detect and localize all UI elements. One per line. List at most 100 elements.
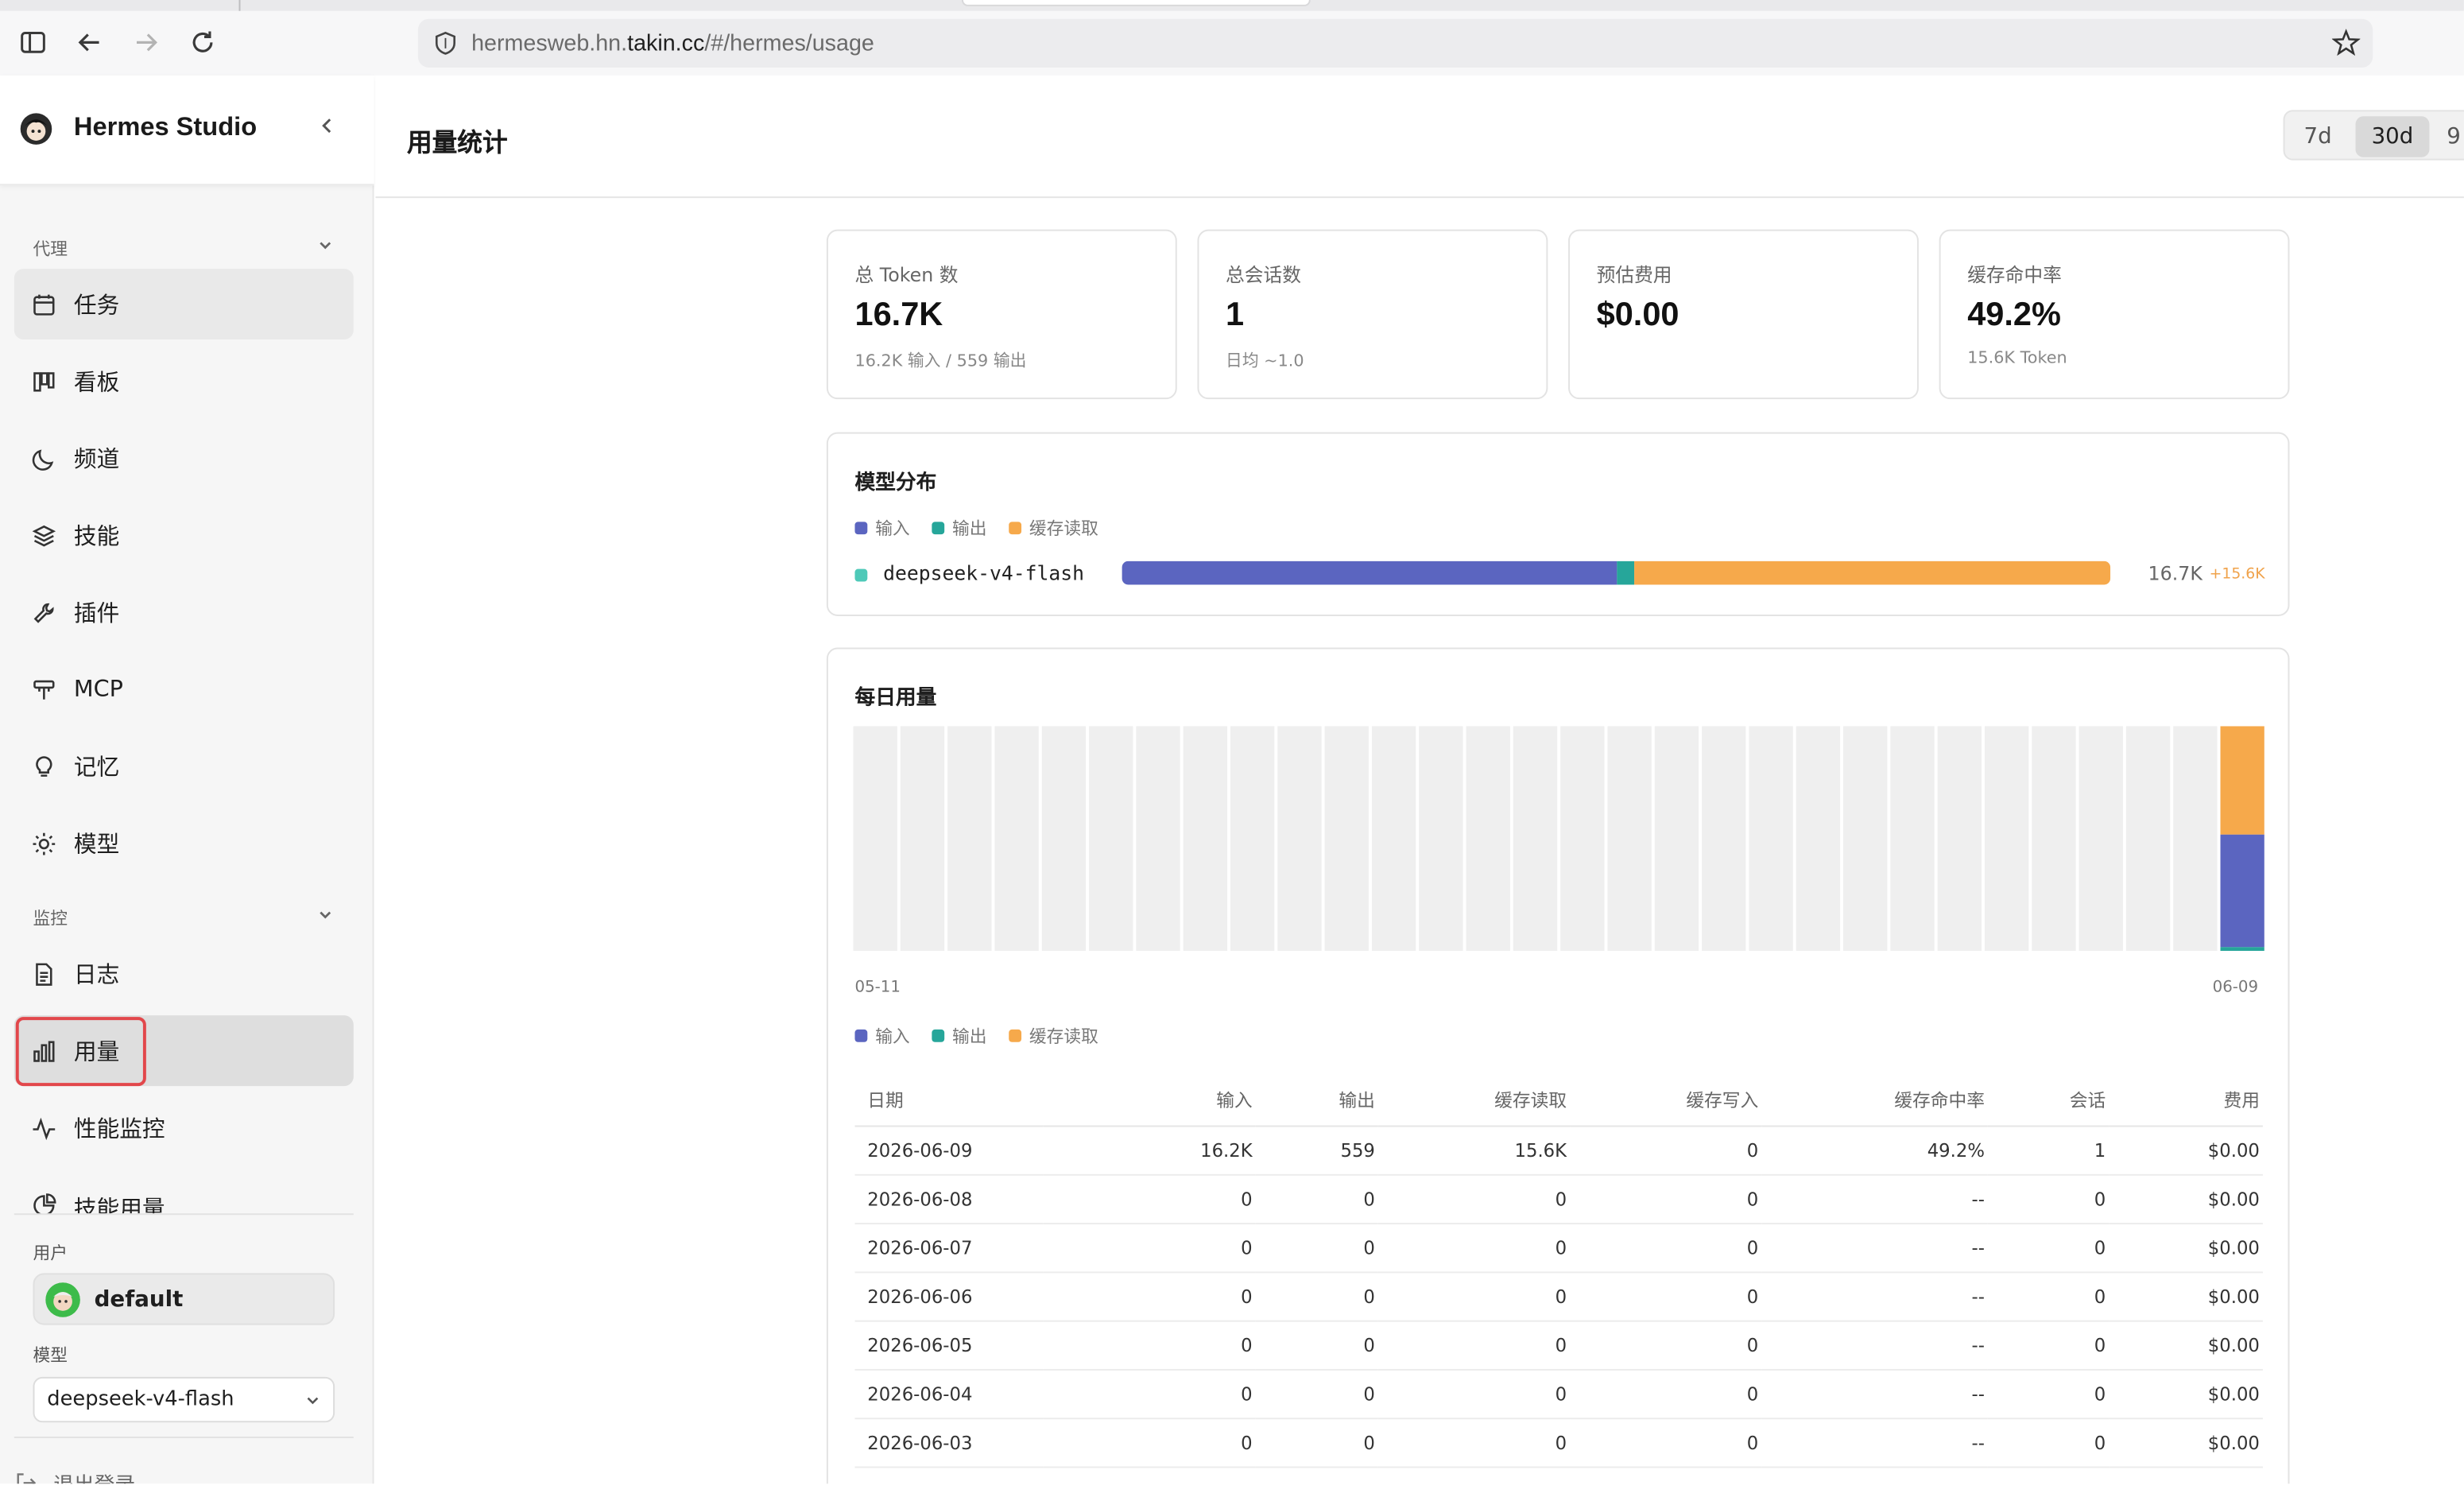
logout-button[interactable]: 退出登录 <box>14 1468 135 1484</box>
cell-cache-read: 0 <box>1377 1223 1571 1273</box>
day-bar-bg <box>900 726 945 952</box>
model-bar-output <box>1617 560 1634 585</box>
cell-cache-read: 0 <box>1377 1368 1571 1419</box>
cell-input: 0 <box>1043 1173 1256 1224</box>
day-bar-output[interactable] <box>2220 947 2264 952</box>
col-header-cache-write[interactable]: 缓存写入 <box>1570 1076 1762 1127</box>
col-header-input[interactable]: 输入 <box>1043 1076 1256 1127</box>
col-header-output[interactable]: 输出 <box>1255 1076 1378 1127</box>
cell-output: 0 <box>1255 1320 1378 1370</box>
legend-swatch <box>854 1029 868 1042</box>
col-header-sessions[interactable]: 会话 <box>1987 1076 2110 1127</box>
cell-cache-write: 0 <box>1570 1466 1762 1484</box>
sidebar-item-tasks[interactable]: 任务 <box>14 269 354 340</box>
day-bar-bg <box>1607 726 1652 952</box>
page-title: 用量统计 <box>407 127 508 157</box>
cell-cache-write: 0 <box>1570 1320 1762 1370</box>
cell-input: 0 <box>1043 1368 1256 1419</box>
cell-date: 2026-06-06 <box>854 1271 1044 1321</box>
sidebar-item-kanban[interactable]: 看板 <box>14 346 354 417</box>
cell-sessions: 0 <box>1987 1173 2110 1224</box>
day-bar-bg <box>1371 726 1416 952</box>
sidebar-item-logs[interactable]: 日志 <box>14 938 354 1009</box>
model-usage-bar <box>1122 560 2111 585</box>
tab-separator <box>238 0 241 11</box>
sidebar-item-channels[interactable]: 频道 <box>14 423 354 494</box>
day-bar-cache[interactable] <box>2220 726 2264 835</box>
sidebar-item-label: 看板 <box>73 370 120 397</box>
forward-icon[interactable] <box>127 24 165 61</box>
day-bar-bg <box>1937 726 1982 952</box>
model-bar-cache <box>1633 560 2111 585</box>
day-bar-bg <box>1419 726 1463 952</box>
model-color-dot <box>854 568 868 582</box>
legend: 输入 输出 缓存读取 <box>854 515 1120 541</box>
cell-cache-read: 0 <box>1377 1320 1571 1370</box>
table-header-row: 日期 输入 输出 缓存读取 缓存写入 缓存命中率 会话 费用 <box>854 1076 2263 1127</box>
address-bar[interactable]: hermesweb.hn.takin.cc/#/hermes/usage <box>417 18 2373 68</box>
legend-swatch <box>932 522 945 535</box>
back-icon[interactable] <box>71 24 108 61</box>
cell-output: 0 <box>1255 1223 1378 1273</box>
sidebar-item-label: 技能用量 <box>73 1197 165 1214</box>
range-30d-button[interactable]: 30d <box>2355 116 2430 157</box>
day-bar-input[interactable] <box>2220 834 2264 948</box>
col-header-cost[interactable]: 费用 <box>2109 1076 2263 1127</box>
day-bar-bg <box>853 726 897 952</box>
model-distribution-card: 模型分布 输入 输出 缓存读取 deepseek-v4-flash 16.7K … <box>826 432 2290 616</box>
activity-icon <box>33 1116 56 1140</box>
sidebar-item-usage[interactable]: 用量 <box>14 1015 354 1087</box>
chevron-down-icon[interactable] <box>314 235 336 257</box>
range-90d-button[interactable]: 9 <box>2447 124 2461 149</box>
sidebar-toggle-icon[interactable] <box>14 24 52 61</box>
sidebar-item-performance[interactable]: 性能监控 <box>14 1092 354 1163</box>
table-row: 2026-06-03 0 0 0 0 -- 0 $0.00 <box>854 1418 2263 1468</box>
brand-name: Hermes Studio <box>73 113 258 142</box>
active-tab[interactable] <box>961 0 1311 6</box>
cell-cost: $0.00 <box>2109 1418 2263 1468</box>
range-7d-button[interactable]: 7d <box>2303 124 2332 149</box>
divider <box>14 1436 354 1438</box>
sidebar-item-plugins[interactable]: 插件 <box>14 577 354 648</box>
avatar <box>45 1282 80 1317</box>
col-header-date[interactable]: 日期 <box>854 1076 1044 1127</box>
stat-label: 预估费用 <box>1596 264 1672 286</box>
day-bar-bg <box>1702 726 1746 952</box>
cell-sessions: 0 <box>1987 1320 2110 1370</box>
sidebar-item-models[interactable]: 模型 <box>14 808 354 878</box>
hermes-logo-icon <box>20 113 52 145</box>
model-select[interactable]: deepseek-v4-flash <box>33 1376 335 1423</box>
legend-label: 输出 <box>952 1026 987 1047</box>
user-selector[interactable]: default <box>33 1273 335 1325</box>
legend-swatch <box>1009 1029 1022 1042</box>
sidebar-item-skill-usage[interactable]: 技能用量 <box>14 1169 354 1214</box>
sidebar-item-skills[interactable]: 技能 <box>14 500 354 571</box>
shield-icon[interactable] <box>431 29 459 58</box>
collapse-sidebar-icon[interactable] <box>314 113 339 138</box>
sidebar-item-mcp[interactable]: MCP <box>14 654 354 724</box>
col-header-cache-hit-rate[interactable]: 缓存命中率 <box>1761 1076 1988 1127</box>
sidebar-item-memory[interactable]: 记忆 <box>14 731 354 801</box>
day-bar-bg <box>1277 726 1322 952</box>
bookmark-star-icon[interactable] <box>2331 29 2361 57</box>
day-bar-bg <box>1984 726 2029 952</box>
cell-date: 2026-06-03 <box>854 1418 1044 1468</box>
chevron-down-icon[interactable] <box>314 904 336 926</box>
page-header: 用量统计 7d 30d 9 <box>375 76 2464 199</box>
browser-toolbar: hermesweb.hn.takin.cc/#/hermes/usage <box>0 10 2464 76</box>
sidebar-item-label: 插件 <box>73 602 120 627</box>
brand-header: Hermes Studio <box>0 75 374 186</box>
cell-cache-hit-rate: -- <box>1761 1223 1988 1273</box>
stat-card-total-tokens: 总 Token 数 16.7K 16.2K 输入 / 559 输出 <box>826 229 1177 400</box>
legend-item-output: 输出 <box>932 515 987 541</box>
cell-date: 2026-06-02 <box>854 1466 1044 1484</box>
cell-input: 0 <box>1043 1223 1256 1273</box>
cell-cache-hit-rate: -- <box>1761 1271 1988 1321</box>
day-bar-bg <box>1654 726 1699 952</box>
day-bar-bg <box>947 726 992 952</box>
card-title: 模型分布 <box>854 471 937 495</box>
col-header-cache-read[interactable]: 缓存读取 <box>1377 1076 1571 1127</box>
reload-icon[interactable] <box>184 24 221 61</box>
sidebar-item-label: 记忆 <box>73 755 120 782</box>
model-cache-delta: +15.6K <box>2209 565 2265 584</box>
